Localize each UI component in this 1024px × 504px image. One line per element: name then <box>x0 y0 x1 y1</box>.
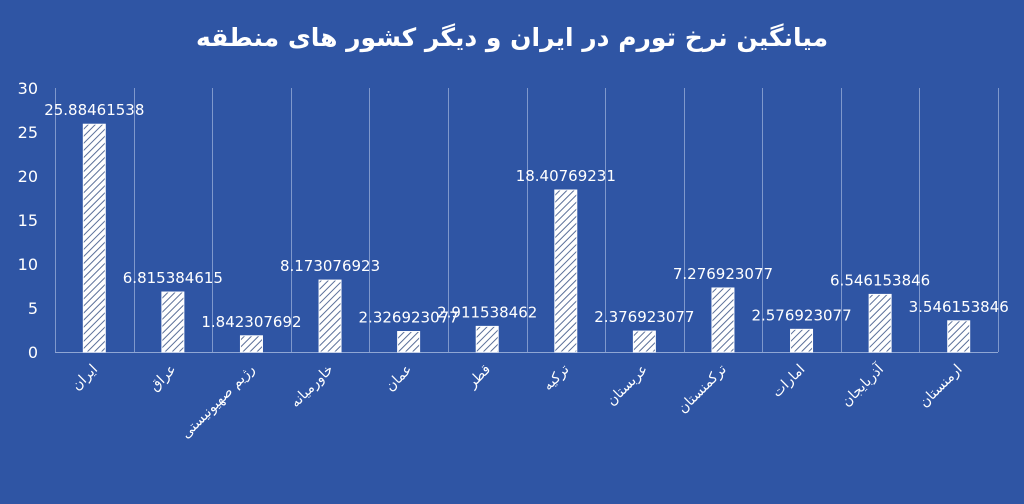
data-label: 6.815384615 <box>123 269 223 287</box>
bar <box>239 335 263 353</box>
data-labels: 25.88461538 6.815384615 1.842307692 8.17307… <box>44 101 1009 331</box>
bar <box>318 279 342 353</box>
data-label: 2.376923077 <box>594 308 694 326</box>
bar <box>397 331 421 353</box>
bar <box>82 123 106 353</box>
data-label: 25.88461538 <box>44 101 144 119</box>
category-label: ترکیه <box>540 361 573 394</box>
y-tick-label: 5 <box>28 299 38 318</box>
category-label: آذربایجان <box>838 360 888 410</box>
data-label: 18.40769231 <box>516 167 616 185</box>
bar <box>475 325 499 353</box>
category-label: رژیم صهیونیستی <box>178 362 258 442</box>
bar <box>554 189 578 353</box>
data-label: 2.326923077 <box>359 309 459 327</box>
category-label: امارات <box>769 362 808 401</box>
category-label: خاورمیانه <box>287 362 336 411</box>
bars <box>82 123 971 353</box>
data-label: 7.276923077 <box>673 265 773 283</box>
bar <box>161 291 185 353</box>
y-tick-label: 15 <box>18 211 38 230</box>
bar <box>947 320 971 353</box>
category-label: ترکمنستان <box>675 361 730 416</box>
data-label: 3.546153846 <box>909 298 1009 316</box>
bar <box>711 287 735 353</box>
bar <box>790 328 814 353</box>
category-label: عربستان <box>604 362 652 410</box>
category-label: ایران <box>69 362 101 394</box>
category-label: قطر <box>464 362 494 392</box>
y-tick-label: 25 <box>18 123 38 142</box>
data-label: 2.576923077 <box>751 306 851 324</box>
bar <box>632 330 656 353</box>
y-axis-ticks: 0 5 10 15 20 25 30 <box>18 79 38 362</box>
data-label: 8.173076923 <box>280 257 380 275</box>
data-label: 6.546153846 <box>830 271 930 289</box>
y-tick-label: 10 <box>18 255 38 274</box>
data-label: 2.911538462 <box>437 303 537 321</box>
category-label: ارمنستان <box>916 362 965 411</box>
bar <box>868 293 892 353</box>
y-tick-label: 20 <box>18 167 38 186</box>
y-tick-label: 30 <box>18 79 38 98</box>
category-label: عراق <box>147 362 180 395</box>
chart-title: میانگین نرخ تورم در ایران و دیگر کشور ها… <box>196 23 828 53</box>
data-label: 1.842307692 <box>201 313 301 331</box>
category-label: عمان <box>382 362 415 395</box>
gridlines <box>55 88 999 353</box>
y-tick-label: 0 <box>28 343 38 362</box>
